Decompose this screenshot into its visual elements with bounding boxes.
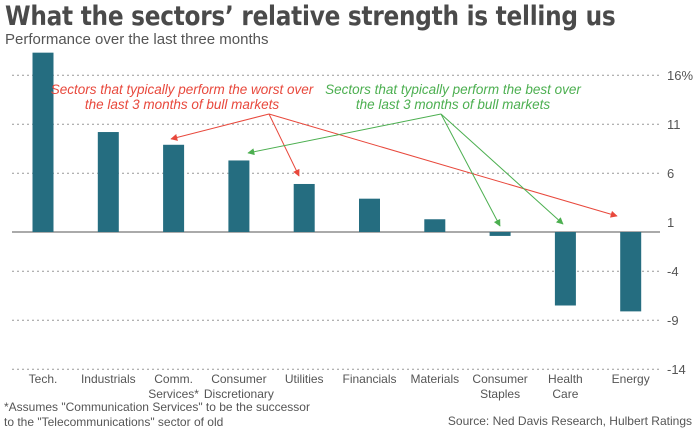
annotation-arrow-worst — [170, 113, 270, 141]
bar — [97, 132, 119, 232]
x-tick-label: Consumer — [211, 372, 266, 386]
y-tick-label: -9 — [667, 313, 679, 328]
y-tick-label: 1 — [667, 215, 674, 230]
annotations: Sectors that typically perform the worst… — [51, 82, 618, 227]
x-tick-label: Financials — [342, 372, 396, 386]
chart-subtitle: Performance over the last three months — [5, 31, 269, 48]
footnote: *Assumes "Communication Services" to be … — [4, 400, 310, 430]
source-note: Source: Ned Davis Research, Hulbert Rati… — [447, 414, 692, 428]
annotation-text-worst: the last 3 months of bull markets — [85, 97, 280, 112]
x-tick-label: Energy — [612, 372, 650, 386]
chart-title: What the sectors’ relative strength is t… — [5, 1, 616, 32]
bar — [554, 232, 576, 306]
x-tick-label: Services* — [148, 387, 199, 401]
y-tick-label: -14 — [667, 362, 686, 377]
x-tick-label: Comm. — [154, 372, 193, 386]
annotation-arrow-best — [440, 113, 501, 227]
annotation-arrow-worst — [268, 113, 618, 218]
x-tick-label: Industrials — [81, 372, 136, 386]
x-tick-label: Materials — [410, 372, 459, 386]
footnote-line-1: *Assumes "Communication Services" to be … — [4, 400, 310, 414]
annotation-arrow-worst — [268, 113, 300, 177]
x-axis: Tech. Industrials Comm.Services*ConsumerDi… — [29, 372, 650, 401]
x-tick-label: Consumer — [472, 372, 527, 386]
x-tick-label: Care — [552, 387, 578, 401]
annotation-text-best: Sectors that typically perform the best … — [325, 82, 581, 97]
x-tick-label: Discretionary — [204, 387, 274, 401]
annotation-text-best: the last 3 months of bull markets — [356, 97, 551, 112]
bar — [359, 198, 380, 232]
bar — [489, 232, 511, 236]
annotation-arrow-best — [440, 113, 564, 225]
y-tick-label: 6 — [667, 166, 674, 181]
y-tick-label: 11 — [667, 117, 681, 132]
x-tick-label: Staples — [480, 387, 520, 401]
annotation-arrow-best — [247, 113, 442, 156]
y-axis: 16% 11 6 1 -4 -9 -14 — [667, 68, 693, 377]
bar — [620, 232, 642, 312]
bars — [32, 52, 642, 312]
footnote-line-2: to the "Telecommunications" sector of ol… — [4, 415, 224, 429]
bar — [163, 144, 185, 232]
bar — [32, 52, 54, 232]
bar — [228, 160, 250, 232]
bar — [293, 183, 315, 232]
gridlines — [12, 74, 660, 370]
x-tick-label: Tech. — [29, 372, 58, 386]
y-tick-label: -4 — [667, 264, 679, 279]
x-tick-label: Health — [548, 372, 583, 386]
annotation-text-worst: Sectors that typically perform the worst… — [51, 82, 314, 97]
x-tick-label: Utilities — [285, 372, 324, 386]
bar — [424, 219, 446, 232]
y-tick-label: 16% — [667, 68, 693, 83]
